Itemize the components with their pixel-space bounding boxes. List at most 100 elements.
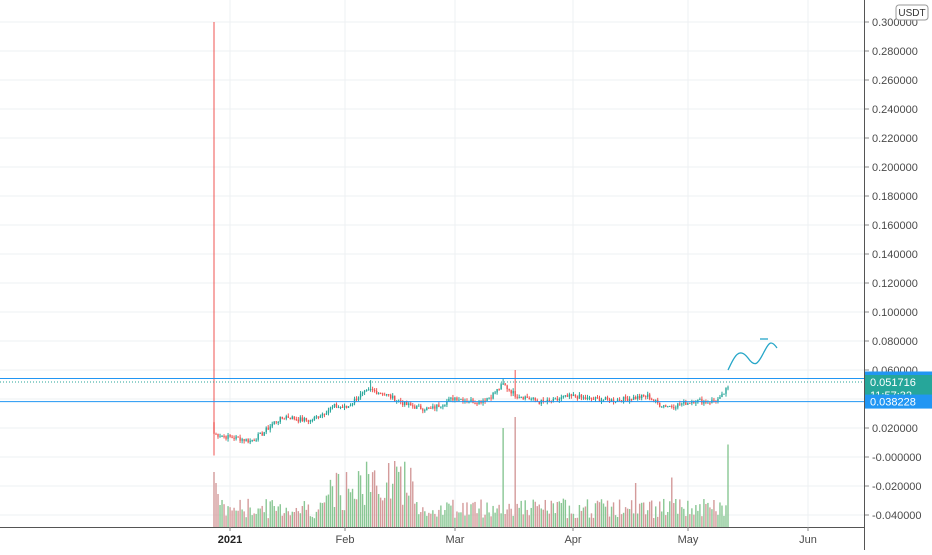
candle [677, 402, 679, 410]
candle [323, 413, 326, 418]
time-axis[interactable]: 2021 Feb Mar Apr May Jun [0, 527, 864, 546]
volume-bar [349, 492, 352, 527]
candle [727, 385, 729, 391]
candle-body [323, 413, 326, 415]
volume-bar [512, 515, 514, 527]
volume-bar [231, 510, 233, 527]
candle-body [327, 410, 330, 414]
candle [303, 416, 306, 423]
candle-body [671, 405, 673, 408]
volume-bar [345, 472, 348, 527]
volume-bar [510, 508, 512, 527]
candle [542, 397, 544, 404]
horizontal-lines[interactable] [0, 378, 864, 403]
volume-bar [223, 504, 225, 527]
candle [564, 395, 567, 398]
candle-body [221, 436, 223, 438]
candle-body [584, 397, 587, 400]
candle-body [478, 401, 480, 405]
candle [568, 392, 571, 400]
y-tick-label: 0.280000 [872, 46, 918, 58]
volume-bar [454, 517, 456, 527]
volume-bar [606, 500, 609, 527]
volume-bar [488, 512, 490, 527]
volume-bar [303, 501, 306, 527]
candle [337, 405, 340, 409]
candle-body [389, 394, 392, 399]
candle-body [385, 394, 388, 396]
candle-body [237, 436, 239, 438]
candle [721, 391, 723, 398]
candle [225, 435, 227, 441]
candle-body [606, 397, 609, 400]
candle [566, 393, 569, 398]
volume-bar [552, 503, 555, 527]
candle-body [667, 406, 669, 408]
candle [313, 415, 316, 421]
y-tick-label: 0.080000 [872, 336, 918, 348]
candle [416, 405, 418, 410]
candle-body [309, 420, 312, 422]
candle [516, 394, 518, 400]
candle-body [618, 399, 621, 401]
volume-bar [313, 518, 316, 527]
lower-line-badge: 0.038228 [865, 394, 932, 409]
candle [681, 402, 683, 407]
currency-button[interactable]: USDT [895, 4, 929, 21]
candle-body [319, 416, 322, 418]
volume-bar [281, 515, 283, 527]
volume-bar [464, 515, 466, 527]
candle [683, 399, 685, 406]
candle [327, 407, 330, 416]
candle-body [687, 402, 689, 405]
freehand-drawing[interactable] [727, 342, 778, 371]
candle-body [291, 416, 294, 420]
candle-body [556, 398, 559, 401]
candle [689, 402, 691, 404]
volume-bar [283, 513, 285, 527]
candle-body [331, 406, 334, 408]
candle-body [560, 397, 563, 400]
volume-bar [287, 511, 289, 527]
volume-bar [237, 510, 239, 527]
drawing-tool[interactable] [727, 338, 778, 371]
candle [600, 397, 603, 404]
volume-bar [263, 512, 265, 527]
candle-body [498, 389, 500, 391]
volume-bar [377, 493, 380, 527]
candle-body [428, 407, 430, 409]
candle-body [695, 402, 697, 404]
candle [508, 388, 510, 392]
candle-body [343, 405, 346, 408]
volume-bar [562, 498, 565, 527]
candle [434, 404, 436, 412]
candle-body [727, 387, 729, 389]
candle [480, 400, 482, 405]
candle-body [574, 394, 577, 397]
candle-body [644, 396, 647, 398]
volume-bar [608, 516, 611, 527]
candle [644, 395, 647, 400]
y-tick-label: -0.040000 [872, 510, 922, 522]
volume-bar [648, 501, 651, 527]
candle [231, 435, 233, 439]
candle [241, 437, 243, 444]
candle [685, 399, 687, 406]
volume-bar [514, 417, 516, 527]
volume-bar [456, 511, 458, 527]
volume-bar [402, 504, 404, 527]
volume-bar [426, 515, 428, 527]
candle [213, 22, 215, 456]
volume-bar [365, 461, 368, 527]
candle [412, 402, 414, 409]
candle-body [562, 396, 565, 398]
volume-bar [586, 499, 589, 527]
volume-bar [528, 515, 530, 527]
candle-body [422, 409, 424, 411]
volume-bar [438, 509, 440, 527]
candle [275, 421, 277, 425]
volume-bar [275, 510, 277, 527]
candle [476, 401, 478, 406]
